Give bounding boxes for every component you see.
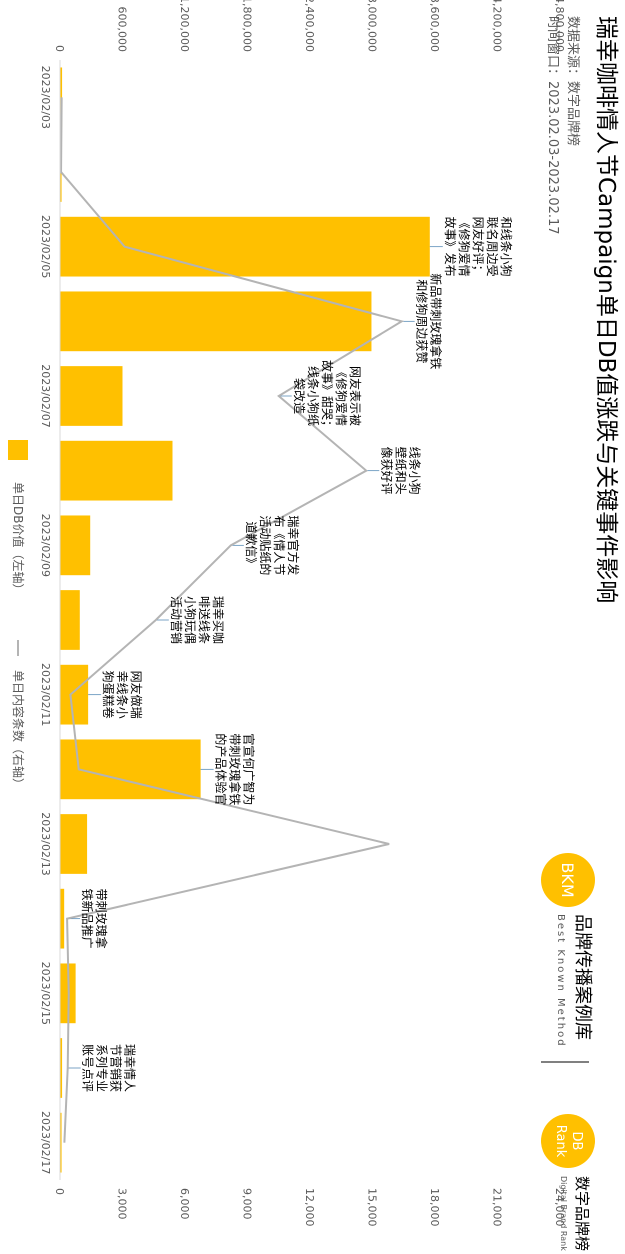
bkm-logo-badge [541,853,595,907]
bar [59,515,91,576]
annotation-label: 网友表示被《修狗爱情故事》甜哭；线条小狗纸袋改造 [292,360,362,432]
bar [60,590,80,650]
right-axis-tick-label: 21,000 [491,1188,504,1227]
legend: 单日DB价值（左轴） 单日内容条数（右轴） [8,440,28,790]
db-rank-logo-icon: DB Rank [541,1114,595,1168]
bar [60,664,89,725]
callout-lines [67,246,443,1069]
x-axis-tick-label: 2023/02/17 [39,1111,52,1174]
right-axis-tick-label: 0 [53,1188,66,1195]
left-axis-tick-label: 4,800,000 [553,0,566,52]
x-axis: 2023/02/03 2023/02/05 2023/02/07 2023/02/09… [39,60,61,1180]
content-count-line [60,97,405,1143]
x-axis-tick-label: 2023/02/03 [39,66,52,129]
annotation-label: 和线条小狗联名周边受网友好评；《修狗爱情故事》发布 [443,217,513,277]
bkm-title: 品牌传播案例库 [572,914,593,1040]
db-title: 数字品牌榜 [573,1176,591,1251]
right-axis-tick-label: 15,000 [366,1188,379,1227]
x-axis-tick-label: 2023/02/09 [39,514,52,577]
db-badge-bottom: Rank [553,1125,568,1158]
bar [60,888,65,949]
bkm-badge-text: BKM [558,862,577,897]
line-series [60,97,405,1143]
right-axis-tick-label: 18,000 [428,1188,441,1227]
right-axis-tick-label: 3,000 [116,1188,129,1220]
bar [60,440,173,501]
right-axis-tick-label: 12,000 [303,1188,316,1227]
annotation-label: 线条小狗壁纸和头像获好评 [379,447,421,495]
time-window-note: 时间窗口：2023.02.03-2023.02.17 [545,16,561,235]
bar [59,291,372,352]
db-logo-badge [541,1114,595,1168]
left-axis-tick-label: 1,800,000 [241,0,254,52]
legend-line-label: 单日内容条数（右轴） [11,670,26,790]
left-axis: 0 600,000 1,200,000 1,800,000 2,400,000 3,000… [53,0,566,52]
left-axis-tick-label: 4,200,000 [491,0,504,52]
annotations: 和线条小狗联名周边受网友好评；《修狗爱情故事》发布新品带刺玫瑰拿铁和修狗周边获赞… [80,217,513,1092]
annotation-label: 瑞幸官方发布《情人节活动贴纸的道歉信》 [244,515,301,575]
bar [59,1038,63,1098]
x-axis-tick-label: 2023/02/07 [39,364,52,427]
left-axis-tick-label: 2,400,000 [303,0,316,52]
annotation-label: 官宣何广智为带刺玫瑰拿铁的产品体验官 [214,733,257,805]
right-axis-tick-label: 24,000 [553,1188,566,1227]
left-axis-tick-label: 1,200,000 [178,0,191,52]
left-axis-tick-label: 0 [53,45,66,52]
annotation-label: 带刺玫瑰拿铁新品推广 [80,889,109,949]
x-axis-tick-label: 2023/02/13 [39,812,52,875]
left-axis-tick-label: 3,600,000 [428,0,441,52]
bar [59,814,88,874]
chart-title: 瑞幸咖啡情人节Campaign单日DB值涨跌与关键事件影响 [593,16,619,603]
legend-bar-swatch [8,440,28,460]
right-axis: 0 3,000 6,000 9,000 12,000 15,000 18,000 21,000… [53,1188,566,1227]
source-note: 数据来源：数字品牌榜 [565,16,581,146]
db-badge-top: DB [569,1132,584,1151]
bar [60,216,430,277]
annotation-label: 网友做瑞幸线条小狗蛋糕卷 [101,671,144,719]
legend-bar-label: 单日DB价值（左轴） [11,482,26,595]
right-axis-tick-label: 9,000 [241,1188,254,1220]
db-subtitle: Digital Brand Rank [559,1176,568,1251]
annotation-label: 新品带刺玫瑰拿铁和修狗周边获赞 [415,273,444,369]
bar [60,366,123,426]
bkm-logo-icon: BKM [541,853,595,907]
annotation-label: 瑞幸买咖啡送线条小狗玩偶活动营销 [169,596,226,644]
x-axis-tick-label: 2023/02/11 [39,663,52,726]
left-axis-tick-label: 600,000 [116,7,129,53]
bkm-subtitle: Best Known Method [555,914,566,1048]
left-axis-tick-label: 3,000,000 [366,0,379,52]
bar-series [59,67,430,1173]
x-axis-tick-label: 2023/02/15 [39,962,52,1025]
x-axis-tick-label: 2023/02/05 [39,215,52,278]
bar [60,739,201,800]
annotation-label: 瑞幸情人节营销获系列专业账号点评 [81,1044,137,1092]
right-axis-tick-label: 6,000 [178,1188,191,1220]
